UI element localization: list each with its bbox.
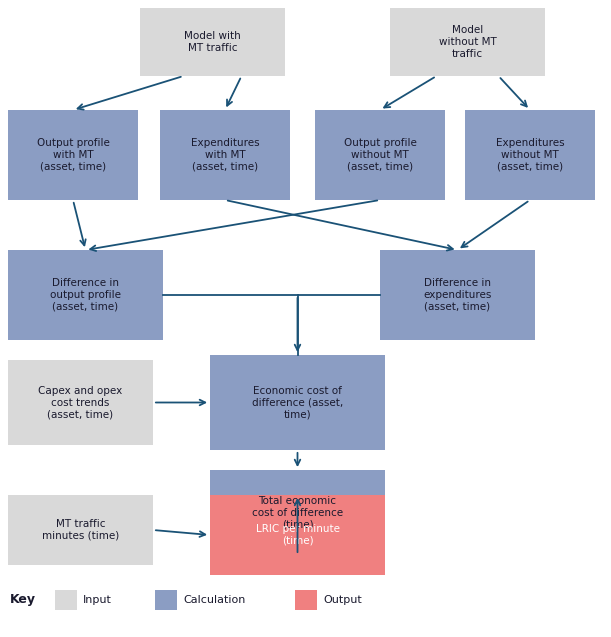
- Text: Output profile
without MT
(asset, time): Output profile without MT (asset, time): [343, 138, 417, 171]
- Text: Calculation: Calculation: [183, 595, 246, 605]
- Text: LRIC per minute
(time): LRIC per minute (time): [255, 524, 340, 546]
- Text: Difference in
output profile
(asset, time): Difference in output profile (asset, tim…: [50, 278, 121, 311]
- FancyBboxPatch shape: [8, 360, 153, 445]
- Text: Economic cost of
difference (asset,
time): Economic cost of difference (asset, time…: [252, 386, 343, 419]
- FancyBboxPatch shape: [8, 110, 138, 200]
- FancyBboxPatch shape: [8, 250, 163, 340]
- Text: Expenditures
without MT
(asset, time): Expenditures without MT (asset, time): [496, 138, 565, 171]
- FancyBboxPatch shape: [315, 110, 445, 200]
- Text: Input: Input: [83, 595, 112, 605]
- FancyBboxPatch shape: [160, 110, 290, 200]
- FancyBboxPatch shape: [295, 590, 317, 610]
- Text: Expenditures
with MT
(asset, time): Expenditures with MT (asset, time): [191, 138, 259, 171]
- Text: MT traffic
minutes (time): MT traffic minutes (time): [42, 519, 119, 541]
- Text: Model with
MT traffic: Model with MT traffic: [184, 31, 241, 53]
- Text: Key: Key: [10, 594, 36, 606]
- FancyBboxPatch shape: [210, 355, 385, 450]
- FancyBboxPatch shape: [8, 495, 153, 565]
- FancyBboxPatch shape: [155, 590, 177, 610]
- Text: Output: Output: [323, 595, 362, 605]
- Text: Total economic
cost of difference
(time): Total economic cost of difference (time): [252, 496, 343, 529]
- FancyBboxPatch shape: [210, 495, 385, 575]
- FancyBboxPatch shape: [390, 8, 545, 76]
- Text: Output profile
with MT
(asset, time): Output profile with MT (asset, time): [37, 138, 109, 171]
- FancyBboxPatch shape: [140, 8, 285, 76]
- Text: Difference in
expenditures
(asset, time): Difference in expenditures (asset, time): [423, 278, 492, 311]
- FancyBboxPatch shape: [55, 590, 77, 610]
- FancyBboxPatch shape: [465, 110, 595, 200]
- Text: Capex and opex
cost trends
(asset, time): Capex and opex cost trends (asset, time): [38, 386, 123, 419]
- FancyBboxPatch shape: [380, 250, 535, 340]
- FancyBboxPatch shape: [210, 470, 385, 555]
- Text: Model
without MT
traffic: Model without MT traffic: [439, 25, 496, 59]
